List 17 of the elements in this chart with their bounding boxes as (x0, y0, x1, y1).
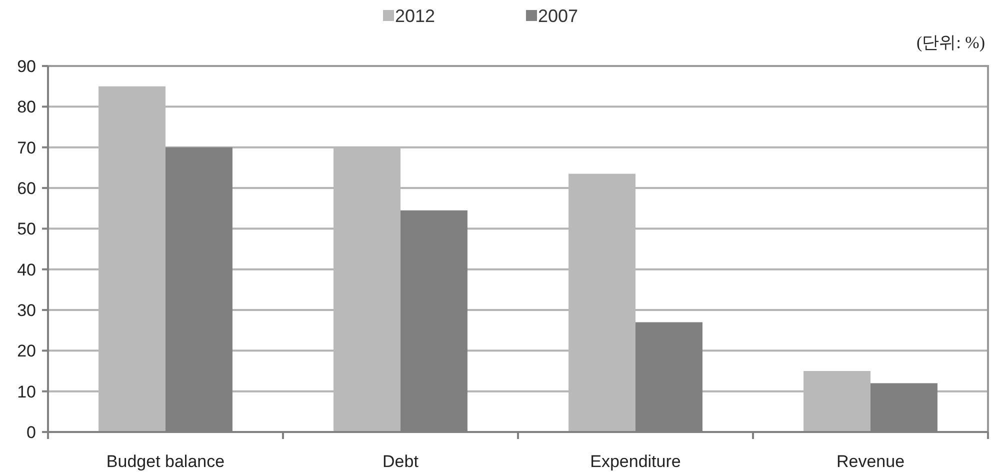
x-tick-label: Budget balance (106, 452, 225, 471)
y-tick-label: 90 (17, 57, 36, 76)
y-tick-label: 30 (17, 301, 36, 320)
x-tick-label: Debt (382, 452, 419, 471)
x-tick-label: Expenditure (590, 452, 681, 471)
legend-label: 2007 (538, 6, 578, 26)
y-tick-label: 0 (26, 423, 36, 442)
y-tick-label: 60 (17, 179, 36, 198)
y-tick-label: 50 (17, 220, 36, 239)
y-tick-label: 10 (17, 382, 36, 402)
x-tick-label: Revenue (836, 452, 905, 471)
y-tick-label: 20 (17, 342, 36, 361)
y-tick-label: 80 (17, 98, 36, 117)
text: (단위: %) (916, 33, 985, 52)
y-tick-label: 40 (17, 260, 36, 280)
y-tick-label: 70 (17, 138, 36, 158)
legend-label: 2012 (395, 6, 436, 26)
